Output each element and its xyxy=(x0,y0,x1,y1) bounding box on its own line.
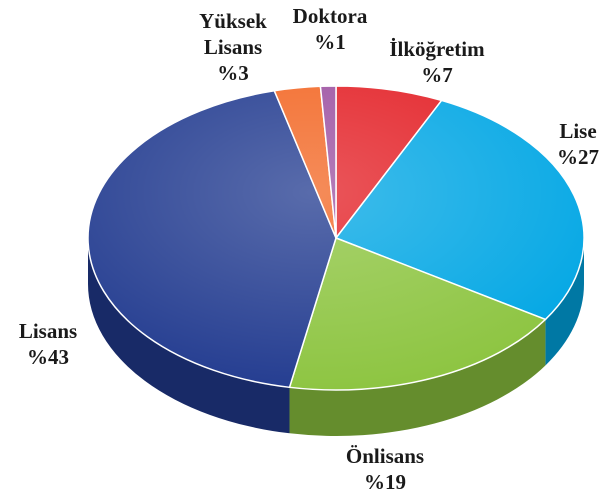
value-label: %3 xyxy=(217,61,249,85)
slice-side xyxy=(289,319,546,436)
value-label: %27 xyxy=(557,145,599,169)
category-name: İlköğretim xyxy=(389,37,485,61)
slice-label: İlköğretim %7 xyxy=(389,36,484,88)
slice-label: Önlisans %19 xyxy=(346,443,424,493)
category-name: Doktora xyxy=(292,4,368,28)
slice-label: Yüksek Lisans %3 xyxy=(188,8,278,86)
category-name: Önlisans xyxy=(345,444,425,468)
slice-label: Lise %27 xyxy=(557,118,599,170)
category-name: Lisans xyxy=(18,319,78,343)
value-label: %43 xyxy=(27,345,69,369)
value-label: %19 xyxy=(364,470,406,493)
slice-label: Doktora %1 xyxy=(293,3,368,55)
slice-label: Lisans %43 xyxy=(19,318,77,370)
value-label: %7 xyxy=(421,63,453,87)
category-name: Yüksek Lisans xyxy=(199,9,267,59)
value-label: %1 xyxy=(314,30,346,54)
category-name: Lise xyxy=(559,119,597,143)
